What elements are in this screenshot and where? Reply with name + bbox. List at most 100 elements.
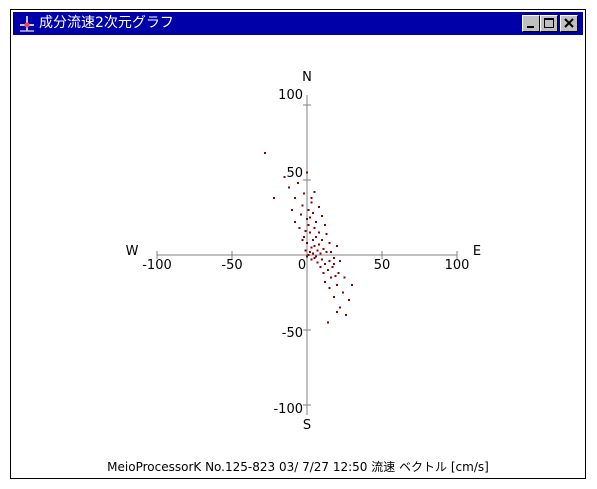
scatter-point: [342, 291, 344, 294]
minimize-icon: [527, 26, 534, 28]
y-tick-label: -50: [282, 326, 303, 341]
scatter-point: [283, 176, 286, 178]
scatter-point: [324, 224, 326, 226]
north-label: N: [302, 70, 312, 85]
scatter-point: [319, 266, 322, 268]
scatter-point: [339, 306, 341, 309]
scatter-point: [319, 252, 322, 255]
scatter-point: [330, 276, 332, 279]
south-label: S: [303, 418, 311, 433]
scatter-point: [315, 255, 317, 258]
scatter-point: [310, 201, 313, 204]
scatter-point: [316, 249, 319, 252]
scatter-point: [321, 215, 323, 217]
x-tick-label: 50: [374, 258, 391, 273]
scatter-point: [325, 233, 328, 235]
scatter-point: [273, 197, 275, 199]
scatter-point: [333, 296, 335, 298]
scatter-point: [300, 213, 302, 216]
y-tick-label: 100: [278, 88, 303, 103]
scatter-point: [315, 236, 317, 238]
tick-marks: [156, 104, 458, 406]
scatter-point: [297, 182, 299, 184]
x-tick-label: 100: [445, 258, 470, 273]
scatter-point: [313, 191, 316, 193]
scatter-point: [331, 266, 334, 268]
scatter-point: [336, 245, 338, 247]
west-label: W: [126, 244, 139, 259]
scatter-point: [328, 287, 331, 289]
minimize-button[interactable]: [522, 15, 540, 32]
scatter-point: [325, 251, 328, 253]
scatter-point: [298, 227, 301, 229]
scatter-point: [318, 243, 320, 246]
scatter-point: [307, 224, 310, 226]
scatter-point: [288, 186, 290, 189]
scatter-point: [264, 152, 266, 154]
scatter-point: [310, 246, 313, 249]
close-icon: [564, 18, 574, 28]
scatter-point: [328, 242, 331, 244]
window-title: 成分流速2次元グラフ: [39, 15, 174, 31]
scatter-point: [343, 276, 346, 279]
scatter-point: [306, 171, 308, 174]
scatter-point: [333, 263, 335, 265]
scatter-point: [312, 239, 314, 241]
scatter-point: [322, 248, 325, 250]
data-points: [264, 152, 353, 324]
scatter-point: [303, 236, 305, 238]
scatter-point: [294, 221, 296, 223]
scatter-point: [334, 275, 337, 277]
y-tick-label: 50: [286, 166, 303, 181]
scatter-point: [327, 321, 329, 324]
scatter-point: [333, 257, 335, 259]
scatter-point: [318, 231, 320, 234]
scatter-point: [310, 258, 313, 261]
scatter-point: [294, 197, 296, 199]
scatter-point: [303, 192, 305, 195]
scatter-point: [316, 261, 319, 264]
scatter-point: [306, 218, 308, 220]
scatter-point: [337, 272, 340, 274]
scatter-point: [306, 242, 308, 244]
scatter-point: [312, 212, 314, 214]
scatter-point: [315, 221, 317, 223]
scatter-point: [309, 251, 311, 253]
scatter-point: [307, 209, 310, 211]
scatter-point: [313, 257, 316, 259]
scatter-point: [321, 239, 323, 241]
scatter-point: [304, 230, 307, 232]
scatter-point: [324, 281, 326, 283]
graph-window: 成分流速2次元グラフ -100 -50 0: [10, 9, 586, 479]
y-tick-label: -100: [273, 402, 303, 417]
scatter-point: [306, 255, 308, 258]
maximize-button[interactable]: [540, 15, 558, 32]
close-button[interactable]: [560, 15, 578, 32]
axes: [157, 95, 457, 415]
scatter-point: [313, 245, 316, 247]
scatter-point: [291, 209, 293, 211]
scatter-point: [321, 258, 323, 261]
east-label: E: [473, 244, 481, 259]
scatter-point: [327, 269, 329, 271]
scatter-point: [336, 311, 338, 313]
x-tick-label: 0: [298, 258, 306, 273]
maximize-icon: [544, 18, 554, 28]
scatter-point: [318, 206, 320, 208]
scatter-point: [309, 231, 311, 234]
x-tick-label: -50: [221, 258, 242, 273]
scatter-point: [312, 252, 314, 255]
scatter-point: [330, 251, 332, 253]
scatter-point: [310, 197, 313, 199]
scatter-point: [336, 284, 338, 286]
title-bar[interactable]: 成分流速2次元グラフ: [13, 12, 583, 35]
x-tick-label: -100: [142, 258, 172, 273]
scatter-point: [351, 284, 353, 286]
scatter-point: [301, 204, 304, 207]
scatter-point: [301, 239, 304, 241]
scatter-point: [322, 272, 325, 274]
scatter-point: [309, 216, 311, 219]
scatter-point: [328, 260, 331, 262]
scatter-point: [313, 227, 316, 229]
scatter-point: [339, 260, 341, 262]
